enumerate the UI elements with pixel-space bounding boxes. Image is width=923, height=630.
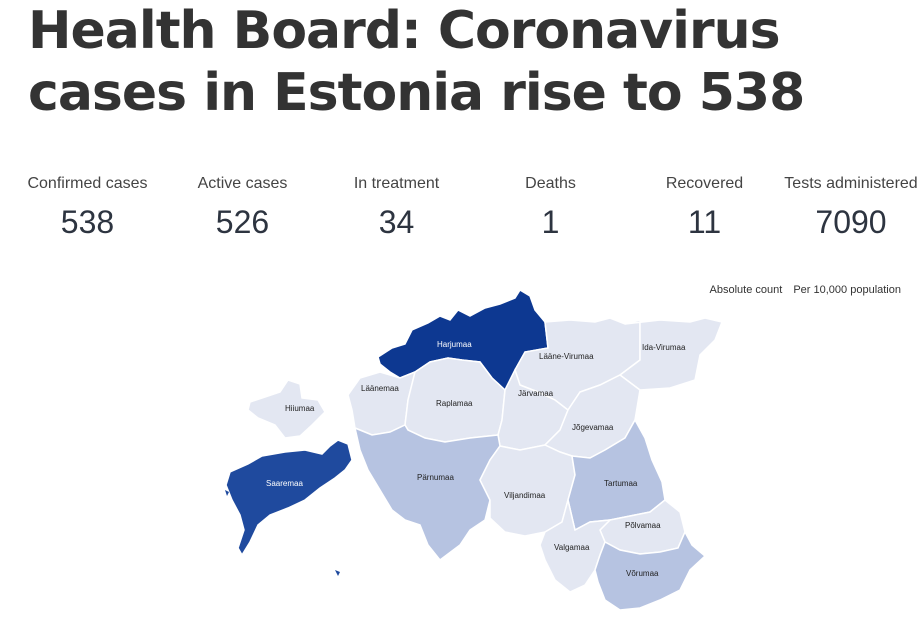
stat-value: 11 [687, 204, 722, 240]
map-mode-toggles: Absolute count Per 10,000 population [702, 284, 902, 296]
label-valgamaa: Valgamaa [554, 543, 590, 552]
stat-label: Tests administered [784, 175, 918, 192]
label-harjumaa: Harjumaa [437, 340, 472, 349]
label-ida-virumaa: Ida-Virumaa [642, 343, 686, 352]
label-vorumaa: Võrumaa [626, 569, 659, 578]
toggle-per-10000[interactable]: Per 10,000 population [793, 284, 901, 296]
label-tartumaa: Tartumaa [604, 479, 638, 488]
estonia-county-map: Harjumaa Lääne-Virumaa Ida-Virumaa Lääne… [225, 288, 724, 611]
region-saaremaa[interactable] [225, 439, 353, 557]
region-vorumaa[interactable] [594, 530, 707, 611]
label-hiiumaa: Hiiumaa [285, 404, 315, 413]
islet [335, 570, 340, 576]
stat-tests: Tests administered 7090 [781, 152, 921, 242]
stat-label: Active cases [197, 175, 288, 192]
label-saaremaa: Saaremaa [266, 479, 303, 488]
region-hiiumaa[interactable] [247, 379, 326, 439]
stats-bar: Confirmed cases 538 Active cases 526 In … [10, 152, 917, 242]
region-parnumaa[interactable] [353, 424, 501, 562]
label-viljandimaa: Viljandimaa [504, 491, 546, 500]
stat-label: Confirmed cases [27, 175, 148, 192]
label-parnumaa: Pärnumaa [417, 473, 454, 482]
stat-value: 34 [378, 204, 415, 240]
label-jarvamaa: Järvamaa [518, 389, 554, 398]
stat-value: 538 [60, 204, 115, 240]
islet [225, 490, 229, 496]
stat-active: Active cases 526 [165, 152, 320, 242]
label-laane-virumaa: Lääne-Virumaa [539, 352, 594, 361]
label-raplamaa: Raplamaa [436, 399, 473, 408]
stat-label: In treatment [353, 175, 440, 192]
label-polvamaa: Põlvamaa [625, 521, 661, 530]
region-ida-virumaa[interactable] [618, 317, 724, 391]
stat-value: 526 [215, 204, 270, 240]
label-jogevamaa: Jõgevamaa [572, 423, 614, 432]
stat-recovered: Recovered 11 [627, 152, 782, 242]
stat-in-treatment: In treatment 34 [319, 152, 474, 242]
label-laanemaa: Läänemaa [361, 384, 399, 393]
toggle-absolute-count[interactable]: Absolute count [709, 284, 783, 296]
stat-label: Deaths [525, 175, 576, 192]
stat-value: 7090 [815, 204, 887, 240]
stat-deaths: Deaths 1 [473, 152, 628, 242]
stat-value: 1 [541, 204, 560, 240]
headline: Health Board: Coronavirus cases in Eston… [28, 1, 805, 123]
stat-label: Recovered [665, 175, 744, 192]
stat-confirmed: Confirmed cases 538 [10, 152, 165, 242]
